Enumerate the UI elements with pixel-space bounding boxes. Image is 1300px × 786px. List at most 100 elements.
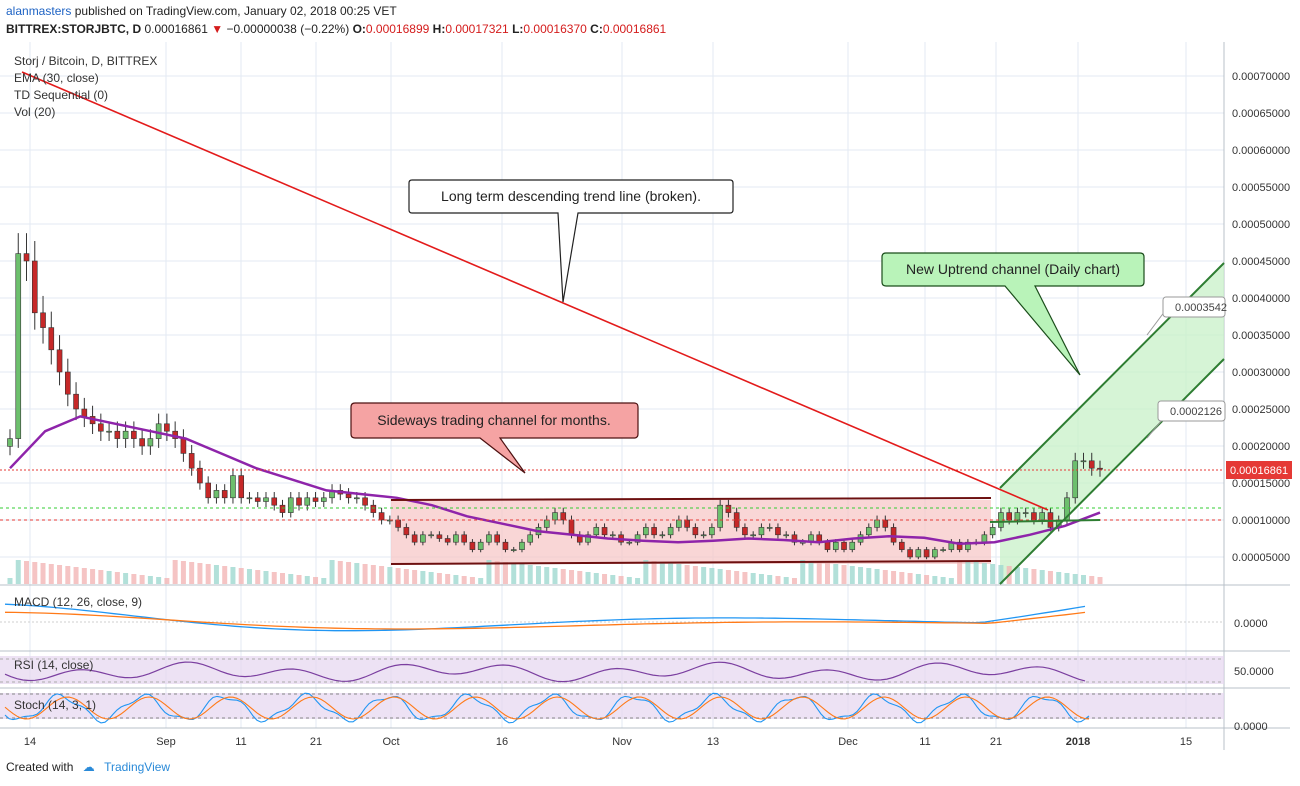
rsi-axis-label: 50.0000 bbox=[1234, 666, 1274, 678]
volume-bar bbox=[1031, 569, 1037, 584]
descending-trend-line bbox=[21, 71, 1049, 511]
y-tick-label: 0.00010000 bbox=[1232, 515, 1290, 527]
volume-bar bbox=[156, 577, 162, 584]
stoch-band bbox=[0, 693, 1224, 719]
volume-bar bbox=[610, 575, 616, 584]
candle-body bbox=[23, 253, 30, 262]
volume-bar bbox=[197, 563, 203, 584]
candle-body bbox=[56, 349, 63, 373]
volume-bar bbox=[585, 572, 591, 584]
candle-body bbox=[287, 497, 294, 513]
candle-body bbox=[932, 549, 938, 558]
x-tick-label: Oct bbox=[382, 736, 399, 748]
volume-bar bbox=[907, 573, 913, 584]
volume-bar bbox=[436, 573, 442, 584]
tradingview-link[interactable]: TradingView bbox=[104, 760, 171, 774]
volume-bar bbox=[486, 560, 492, 584]
volume-bar bbox=[1097, 577, 1103, 584]
volume-bar bbox=[701, 567, 707, 584]
candle-body bbox=[73, 393, 79, 410]
volume-bar bbox=[709, 568, 715, 584]
y-tick-label: 0.00005000 bbox=[1232, 552, 1290, 564]
volume-bar bbox=[651, 561, 657, 584]
candle-body bbox=[865, 527, 872, 536]
volume-bar bbox=[354, 563, 360, 584]
candle-body bbox=[263, 497, 269, 502]
candle-body bbox=[676, 519, 682, 528]
volume-bar bbox=[535, 566, 541, 584]
candle-body bbox=[164, 423, 170, 432]
volume-bar bbox=[296, 575, 302, 584]
candle-body bbox=[593, 527, 600, 536]
volume-bar bbox=[668, 563, 674, 584]
candle-body bbox=[750, 534, 756, 537]
volume-bar bbox=[304, 576, 310, 584]
volume-bar bbox=[948, 578, 954, 584]
stoch-plot bbox=[4, 692, 1090, 724]
callout-uptrend-text: New Uptrend channel (Daily chart) bbox=[906, 261, 1120, 277]
volume-bar bbox=[750, 573, 756, 584]
volume-bar bbox=[329, 560, 335, 584]
candle-body bbox=[461, 534, 467, 543]
x-tick-label: Dec bbox=[838, 736, 858, 748]
volume-bar bbox=[180, 561, 186, 584]
tradingview-logo-icon[interactable]: ☁ bbox=[82, 760, 95, 774]
candle-body bbox=[1006, 512, 1012, 521]
volume-bar bbox=[288, 574, 294, 584]
h-label: H: bbox=[432, 22, 446, 36]
volume-bar bbox=[841, 565, 847, 584]
sideways-bottom-line bbox=[390, 560, 992, 565]
volume-bar bbox=[1014, 567, 1020, 584]
uptrend-channel-fill bbox=[1000, 263, 1224, 584]
candle-body bbox=[403, 527, 410, 536]
candle-body bbox=[709, 527, 715, 536]
badge-upper-text: 0.0003542 bbox=[1175, 302, 1227, 314]
stoch-d-line bbox=[4, 696, 1090, 720]
volume-bar bbox=[263, 571, 269, 584]
volume-bar bbox=[1056, 572, 1062, 584]
candle-body bbox=[940, 549, 946, 551]
volume-bar bbox=[791, 578, 797, 584]
volume-bar bbox=[412, 570, 418, 584]
volume-bar bbox=[90, 569, 96, 584]
chart-header: alanmasters published on TradingView.com… bbox=[0, 0, 1300, 40]
volume-bar bbox=[990, 564, 996, 584]
volume-bar bbox=[15, 560, 21, 584]
candle-body bbox=[486, 534, 492, 543]
volume-bar bbox=[420, 571, 426, 584]
candle-body bbox=[271, 497, 278, 506]
x-tick-label: Sep bbox=[156, 736, 176, 748]
volume-bar bbox=[965, 561, 971, 584]
volume-bar bbox=[453, 575, 459, 584]
candle-body bbox=[453, 534, 459, 543]
volume-bar bbox=[445, 574, 451, 584]
volume-bar bbox=[1080, 575, 1086, 584]
volume-bar bbox=[899, 572, 905, 584]
candle-body bbox=[354, 497, 360, 500]
volume-bar bbox=[346, 562, 352, 584]
l-label: L: bbox=[512, 22, 524, 36]
candle-body bbox=[320, 497, 327, 502]
y-tick-label: 0.00045000 bbox=[1232, 256, 1290, 268]
volume-bar bbox=[238, 568, 244, 584]
author-link[interactable]: alanmasters bbox=[6, 4, 72, 18]
callout-sideways: Sideways trading channel for months. bbox=[350, 402, 639, 474]
candle-body bbox=[510, 549, 517, 551]
volume-bar bbox=[775, 576, 781, 584]
volume-bar bbox=[478, 578, 484, 584]
volume-bar bbox=[205, 564, 211, 584]
publish-line: alanmasters published on TradingView.com… bbox=[6, 4, 397, 18]
y-tick-label: 0.00015000 bbox=[1232, 478, 1290, 490]
candle-body bbox=[188, 453, 195, 469]
x-tick-label: Nov bbox=[612, 736, 632, 748]
volume-bar bbox=[676, 564, 682, 584]
candle-body bbox=[874, 519, 880, 528]
high-value: 0.00017321 bbox=[445, 22, 509, 36]
candle-body bbox=[7, 438, 13, 447]
volume-bar bbox=[379, 566, 385, 584]
candle-body bbox=[469, 541, 476, 550]
badge-current-price: 0.00016861 bbox=[1226, 461, 1292, 479]
volume-bar bbox=[981, 563, 987, 584]
volume-bar bbox=[337, 561, 343, 584]
